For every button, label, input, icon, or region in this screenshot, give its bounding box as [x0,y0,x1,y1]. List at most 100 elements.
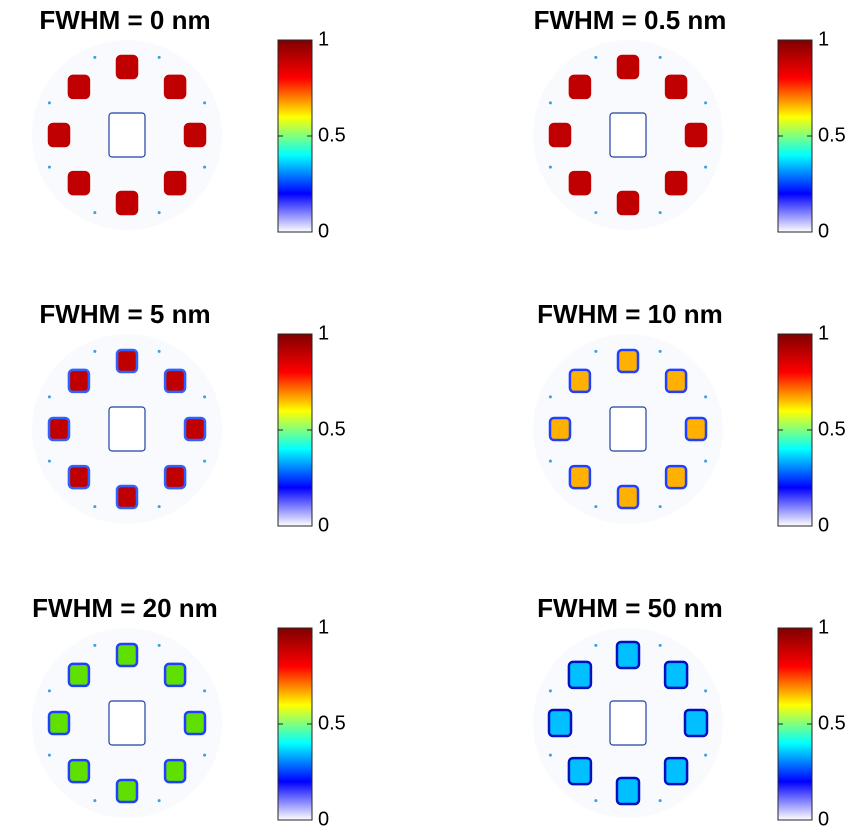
center-frame [609,700,647,746]
colorbar [777,627,813,821]
dot [594,211,598,215]
dot [47,689,51,693]
dot [93,55,97,59]
glyph [163,464,187,490]
dot [93,211,97,215]
panel-title: FWHM = 20 nm [32,593,218,623]
dot [47,101,51,105]
glyph [47,416,71,442]
dot [548,165,552,169]
dot [658,643,662,647]
panel-title: FWHM = 0.5 nm [534,5,727,35]
dot [47,395,51,399]
glyph [115,348,139,374]
colorbar [777,39,813,233]
glyph [47,710,71,736]
panel-title: FWHM = 10 nm [537,299,723,329]
dot [704,395,708,399]
colorbar-tick-label: 0.5 [318,124,346,146]
dot [203,459,207,463]
dot [594,643,598,647]
glyph [183,122,207,148]
center-frame [609,406,647,452]
colorbar [277,333,313,527]
glyph [115,54,139,80]
panel-title: FWHM = 50 nm [537,593,723,623]
dot [658,211,662,215]
dot [704,165,708,169]
glyph [616,484,640,510]
colorbar-tick-label: 1 [318,322,329,344]
dot [203,753,207,757]
colorbar-tick-label: 1 [818,322,829,344]
glyph [684,416,708,442]
glyph [547,708,573,738]
colorbar-tick-label: 0 [818,220,829,242]
glyph [683,708,709,738]
panel-title: FWHM = 5 nm [39,299,210,329]
dot [658,505,662,509]
glyph [183,710,207,736]
glyph [67,74,91,100]
glyph [115,642,139,668]
panel-title: FWHM = 0 nm [39,5,210,35]
colorbar-tick-label: 0 [318,514,329,536]
dot [157,799,161,803]
glyph [664,368,688,394]
glyph [568,170,592,196]
heatmap-image [32,334,222,524]
glyph [615,776,641,806]
glyph [568,74,592,100]
colorbar-tick-label: 1 [818,616,829,638]
colorbar-tick-label: 1 [818,28,829,50]
glyph [616,348,640,374]
dot [157,505,161,509]
colorbar [777,333,813,527]
glyph [163,170,187,196]
glyph [568,368,592,394]
glyph [567,660,593,690]
glyph [163,74,187,100]
colorbar-tick-label: 0.5 [318,418,346,440]
glyph [67,464,91,490]
dot [548,459,552,463]
dot [93,505,97,509]
glyph [67,758,91,784]
dot [203,101,207,105]
dot [93,643,97,647]
colorbar-tick-label: 0.5 [818,124,846,146]
dot [157,349,161,353]
glyph [163,662,187,688]
heatmap-image [32,628,222,818]
glyph [47,122,71,148]
dot [203,689,207,693]
glyph [567,756,593,786]
heatmap-image [533,334,723,524]
glyph [163,758,187,784]
dot [658,55,662,59]
glyph [67,662,91,688]
colorbar-tick-label: 0 [818,514,829,536]
dot [704,459,708,463]
glyph [115,190,139,216]
glyph [548,416,572,442]
heatmap-image [533,40,723,230]
dot [203,165,207,169]
glyph [664,74,688,100]
dot [548,395,552,399]
glyph [684,122,708,148]
dot [548,101,552,105]
dot [594,349,598,353]
center-frame [108,700,146,746]
glyph [663,660,689,690]
glyph [67,368,91,394]
dot [704,689,708,693]
dot [548,689,552,693]
center-frame [609,112,647,158]
colorbar-tick-label: 1 [318,28,329,50]
colorbar [277,39,313,233]
dot [658,349,662,353]
center-frame [108,112,146,158]
dot [93,349,97,353]
glyph [115,778,139,804]
